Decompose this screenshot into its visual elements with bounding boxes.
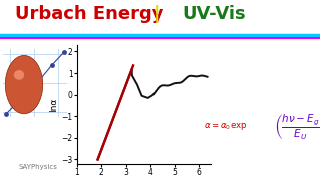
Text: $\left(\dfrac{h\nu - E_g}{E_U}\right)$: $\left(\dfrac{h\nu - E_g}{E_U}\right)$ (274, 112, 320, 141)
Point (17, 99, 22, 102)
Text: SAYPhysics: SAYPhysics (19, 163, 58, 170)
Point (62, 50, 67, 53)
Circle shape (5, 55, 43, 114)
Text: UV-Vis: UV-Vis (183, 5, 246, 23)
Text: Urbach Energy: Urbach Energy (15, 5, 164, 23)
Y-axis label: lnα: lnα (50, 97, 59, 112)
Ellipse shape (14, 70, 24, 80)
Point (33, 83, 38, 86)
Text: $\alpha = \alpha_0\mathrm{exp}$: $\alpha = \alpha_0\mathrm{exp}$ (204, 121, 248, 132)
Text: |: | (154, 5, 160, 23)
Point (49, 64, 54, 67)
Point (4, 112, 9, 115)
